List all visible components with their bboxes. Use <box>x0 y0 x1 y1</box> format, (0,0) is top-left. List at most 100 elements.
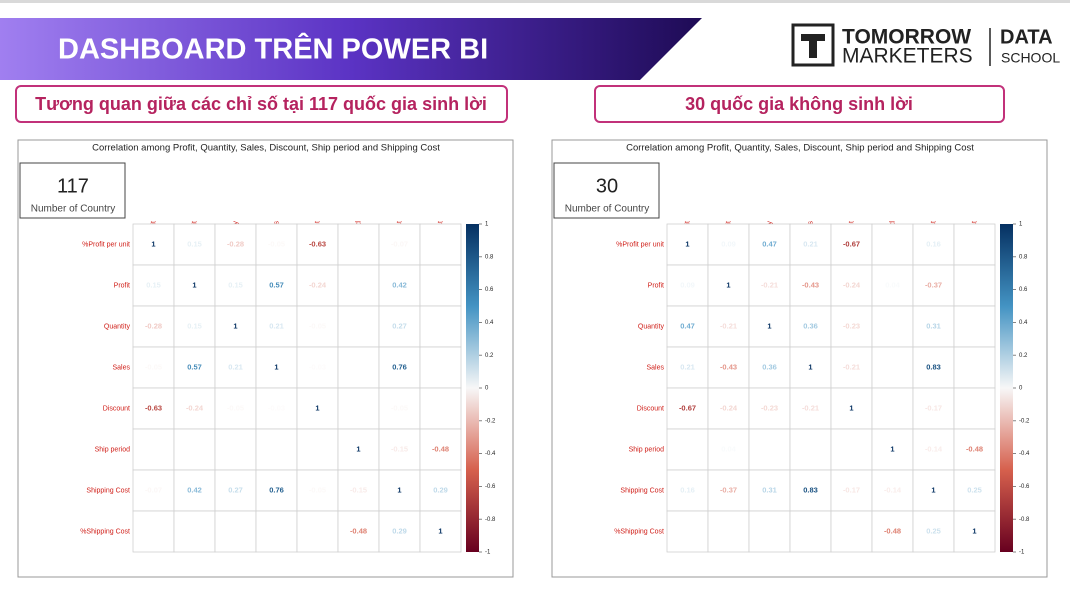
cell <box>912 469 955 512</box>
cell <box>337 264 380 307</box>
cell-value: -0.24 <box>186 403 204 412</box>
cell-value: 0.25 <box>967 485 982 494</box>
cell-value: 1 <box>233 321 237 330</box>
row-label: Quantity <box>104 323 131 330</box>
cell <box>255 510 298 553</box>
cell <box>830 510 873 553</box>
cell <box>871 469 914 512</box>
cell <box>214 223 257 266</box>
cell <box>789 510 832 553</box>
card-label: Number of Country <box>31 204 115 215</box>
cell <box>255 264 298 307</box>
cell <box>748 223 791 266</box>
cell <box>296 510 339 553</box>
colorbar-tick-label: -1 <box>1019 550 1025 556</box>
cell-value: -0.48 <box>350 526 367 535</box>
cell-value: -0.28 <box>145 321 162 330</box>
cell <box>255 428 298 471</box>
cell <box>748 510 791 553</box>
cell <box>378 264 421 307</box>
cell <box>173 223 216 266</box>
cell-value: -0.07 <box>145 485 162 494</box>
cell-value: -0.23 <box>761 403 778 412</box>
logo-icon-t <box>801 34 825 58</box>
cell-value: -0.24 <box>720 403 738 412</box>
cell-value: -0.48 <box>884 526 901 535</box>
cell-value: 1 <box>849 403 853 412</box>
card-label: Number of Country <box>565 204 649 215</box>
cell <box>789 428 832 471</box>
row-label: Ship period <box>629 446 665 453</box>
colorbar-tick-label: -0.4 <box>1019 451 1030 457</box>
cell <box>337 346 380 389</box>
cell <box>830 387 873 430</box>
cell <box>953 223 996 266</box>
card <box>553 162 660 219</box>
cell <box>132 305 175 348</box>
colorbar <box>466 224 479 552</box>
cell <box>132 428 175 471</box>
colorbar-tick-label: 1 <box>1019 222 1023 228</box>
cell <box>173 264 216 307</box>
cell <box>830 264 873 307</box>
row-label: Profit <box>114 282 130 289</box>
cell <box>912 346 955 389</box>
cell-value: -0.05 <box>145 362 162 371</box>
cell-value: 1 <box>274 362 278 371</box>
cell <box>953 346 996 389</box>
cell <box>419 346 462 389</box>
chart-title: Correlation among Profit, Quantity, Sale… <box>92 143 440 154</box>
heatmap-panel: Tương quan giữa các chỉ số tại 117 quốc … <box>15 85 514 578</box>
cell <box>789 305 832 348</box>
colorbar-tick-label: 0.4 <box>485 320 494 326</box>
cell-value: 0.15 <box>228 280 243 289</box>
logo-text: MARKETERS <box>842 45 973 68</box>
cell <box>953 469 996 512</box>
row-label: %Profit per unit <box>616 241 664 248</box>
cell-value: 0.21 <box>680 362 695 371</box>
cell-value: 0.83 <box>803 485 818 494</box>
cell <box>419 264 462 307</box>
cell-value: 0.76 <box>392 362 407 371</box>
row-label: Profit <box>648 282 664 289</box>
cell-value: 1 <box>808 362 812 371</box>
cell-value: -0.24 <box>843 280 861 289</box>
cell <box>953 510 996 553</box>
cell <box>132 510 175 553</box>
cell <box>378 305 421 348</box>
cell <box>132 469 175 512</box>
cell-value: -0.21 <box>720 321 737 330</box>
cell <box>953 387 996 430</box>
colorbar-tick-label: 0 <box>1019 386 1023 392</box>
colorbar-tick-label: -0.2 <box>485 418 496 424</box>
cell <box>871 305 914 348</box>
cell-value: 1 <box>315 403 319 412</box>
row-label: Discount <box>637 405 664 412</box>
page-title: DASHBOARD TRÊN POWER BI <box>58 32 488 66</box>
cell-value: -0.21 <box>843 362 860 371</box>
logo: TOMORROW MARKETERS DATA SCHOOL <box>791 23 1060 68</box>
cell-value: -0.17 <box>843 485 860 494</box>
cell-value: 1 <box>192 280 196 289</box>
cell <box>953 428 996 471</box>
cell <box>419 305 462 348</box>
cell-value: 0.29 <box>392 526 407 535</box>
cell <box>707 469 750 512</box>
cell <box>912 387 955 430</box>
cell-value: -0.37 <box>720 485 737 494</box>
cell <box>419 510 462 553</box>
cell-value: -0.03 <box>309 362 326 371</box>
cell <box>214 510 257 553</box>
cell-value: 0.21 <box>269 321 284 330</box>
banner <box>0 18 702 80</box>
cell-value: -0.48 <box>966 444 983 453</box>
cell-value: -0.67 <box>843 239 860 248</box>
cell <box>707 428 750 471</box>
cell <box>871 264 914 307</box>
cell-value: 0.57 <box>187 362 202 371</box>
cell-value: -0.43 <box>802 280 819 289</box>
row-label: %Profit per unit <box>82 241 130 248</box>
cell <box>830 428 873 471</box>
cell-value: 1 <box>438 526 442 535</box>
cell-value: 0.25 <box>926 526 941 535</box>
